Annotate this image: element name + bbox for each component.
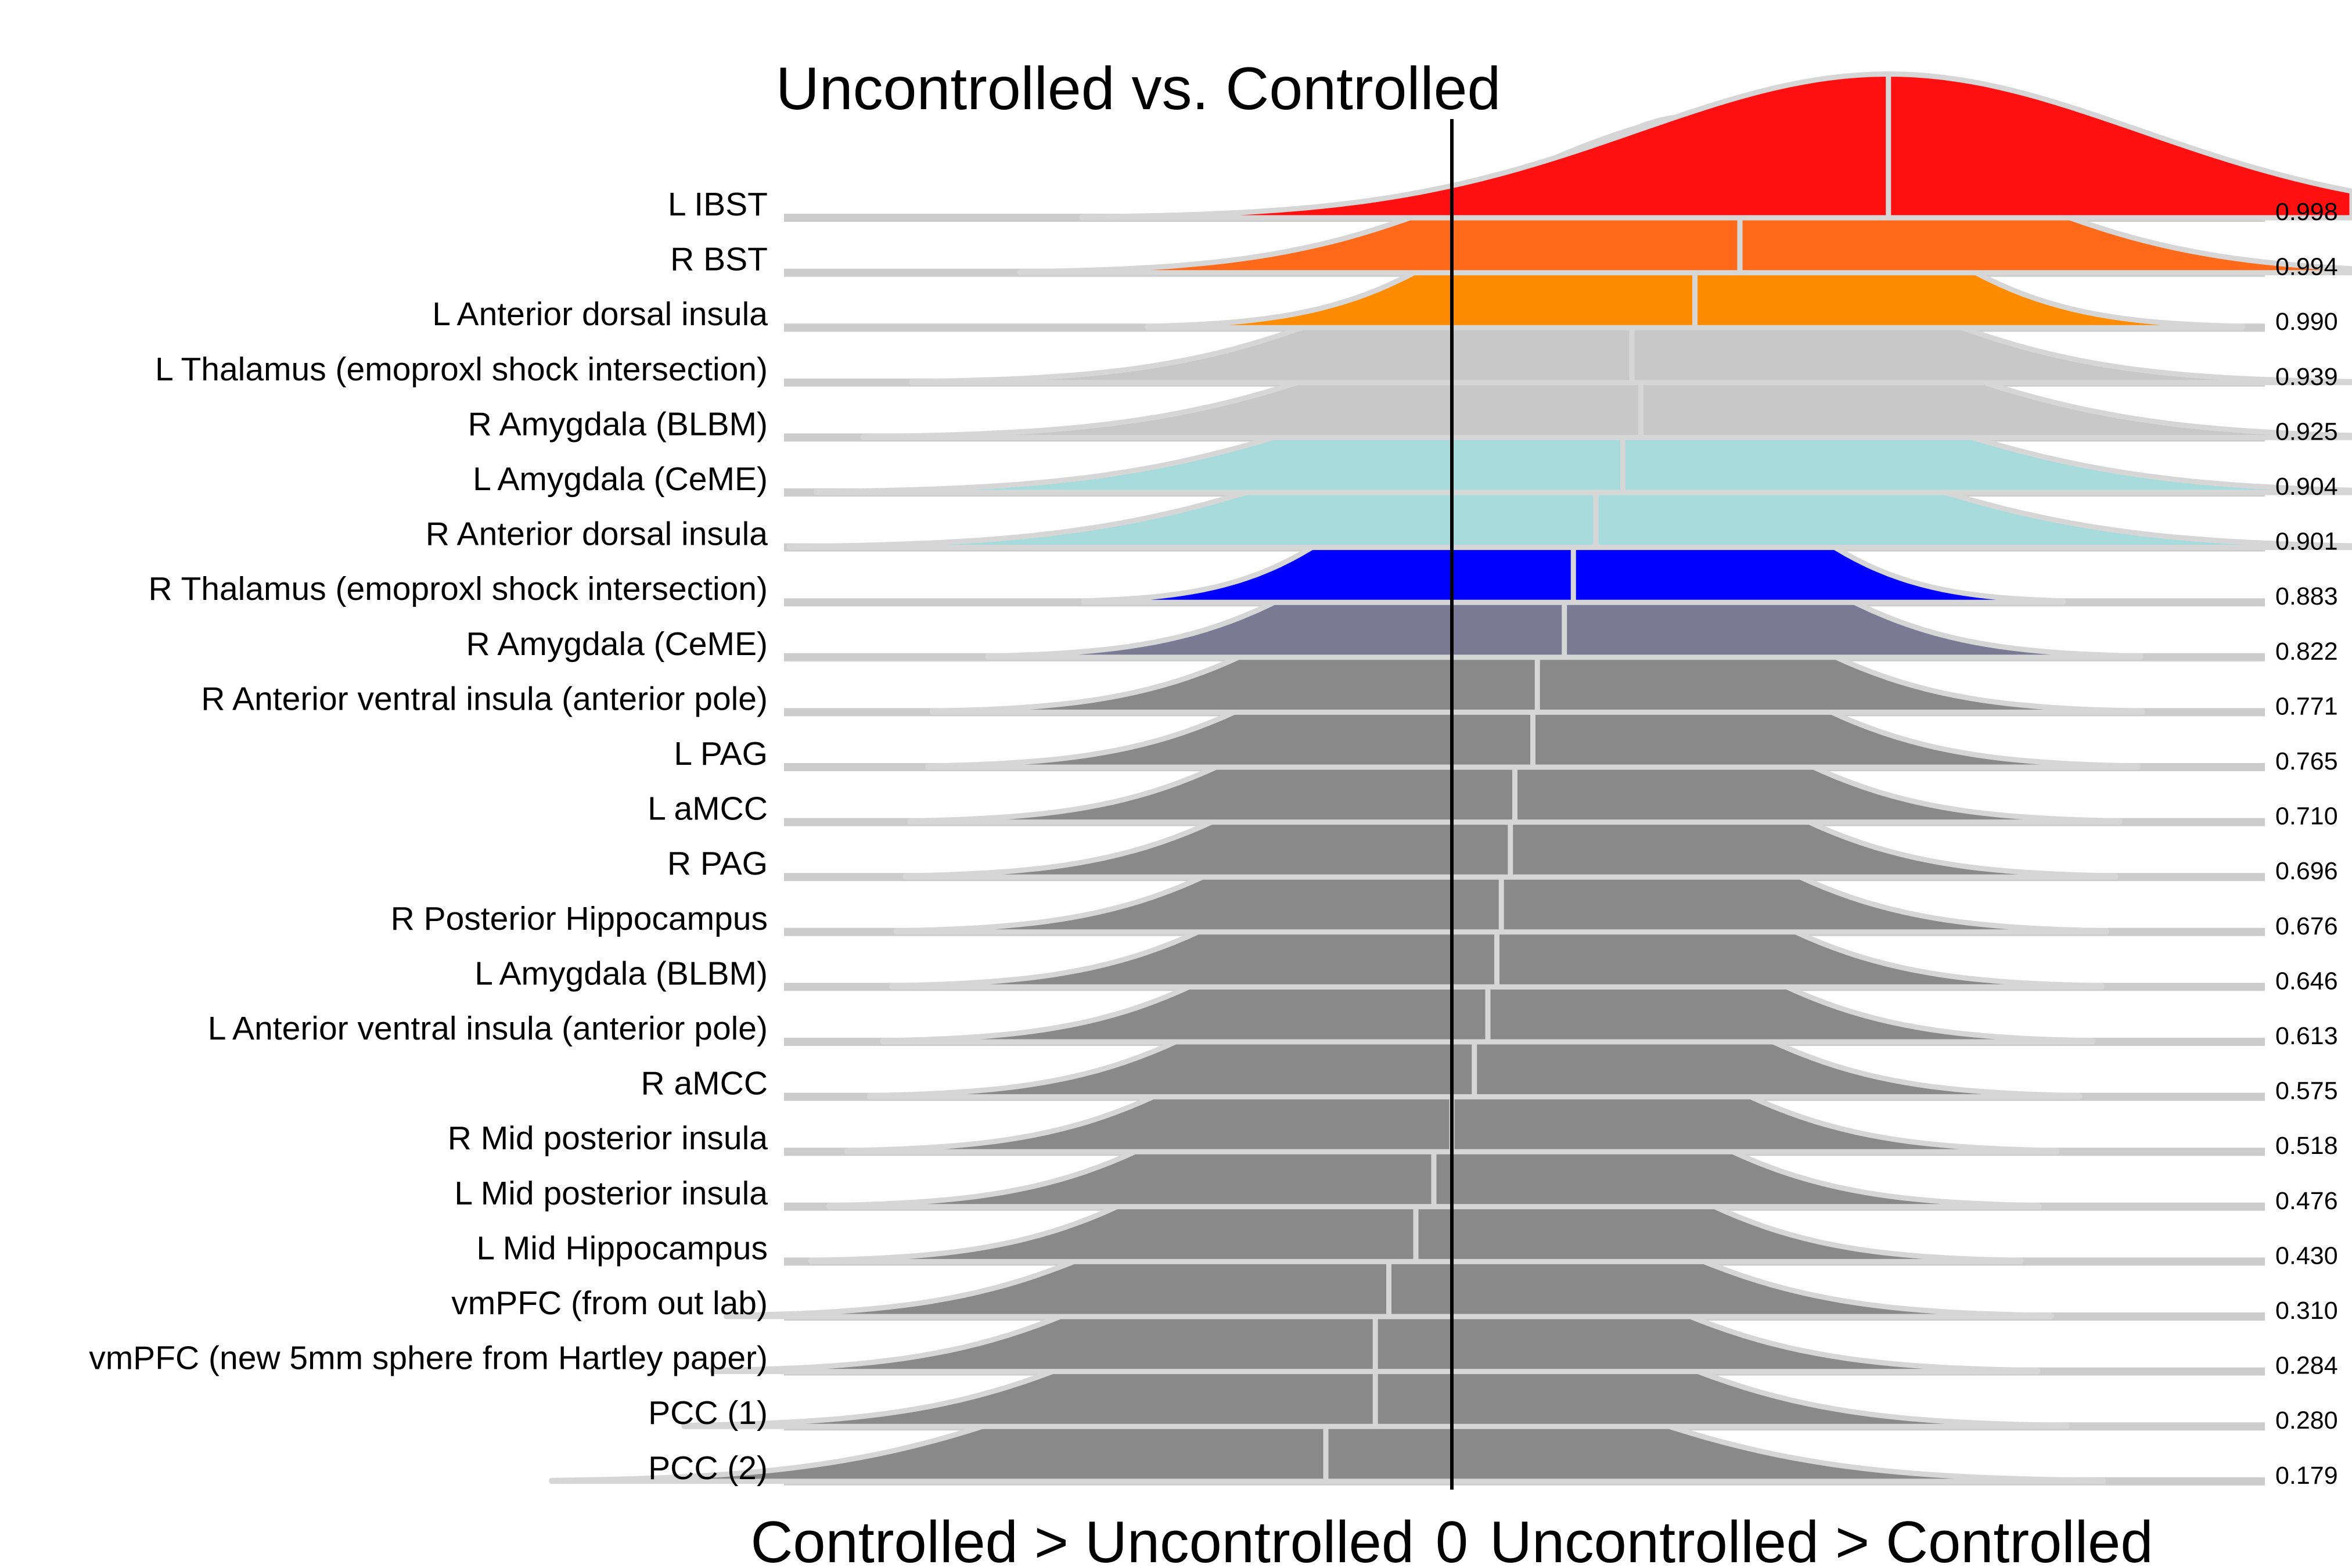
density-area xyxy=(1079,71,2352,221)
probability-label: 0.990 xyxy=(2275,308,2338,336)
probability-label: 0.710 xyxy=(2275,803,2338,830)
probability-label: 0.676 xyxy=(2275,912,2338,940)
probability-label: 0.430 xyxy=(2275,1242,2338,1269)
region-label: L Thalamus (emoproxl shock intersection) xyxy=(155,351,768,388)
probability-label: 0.771 xyxy=(2275,692,2338,720)
ridges xyxy=(549,71,2352,1484)
region-label: vmPFC (new 5mm sphere from Hartley paper… xyxy=(89,1340,768,1377)
probability-label: 0.765 xyxy=(2275,747,2338,775)
probability-label: 0.310 xyxy=(2275,1297,2338,1325)
region-label: R PAG xyxy=(667,845,768,882)
probability-label: 0.646 xyxy=(2275,967,2338,995)
region-label: L Amygdala (BLBM) xyxy=(474,955,768,992)
probability-label: 0.883 xyxy=(2275,582,2338,610)
region-label: R Amygdala (CeME) xyxy=(466,625,768,663)
probability-label: 0.939 xyxy=(2275,363,2338,391)
probability-labels: 0.998 0.994 0.990 0.939 0.925 0.904 0.901 0.883… xyxy=(2275,198,2338,1490)
probability-label: 0.613 xyxy=(2275,1022,2338,1050)
probability-label: 0.575 xyxy=(2275,1077,2338,1105)
region-label: R Posterior Hippocampus xyxy=(391,900,768,937)
region-label: L aMCC xyxy=(648,790,768,828)
probability-label: 0.901 xyxy=(2275,528,2338,556)
region-label: L IBST xyxy=(668,186,768,223)
region-label: L Mid Hippocampus xyxy=(476,1229,768,1267)
region-label: PCC (2) xyxy=(648,1450,768,1487)
region-label: PCC (1) xyxy=(648,1394,768,1432)
region-label: R Anterior dorsal insula xyxy=(426,516,768,553)
region-label: R BST xyxy=(670,241,768,278)
probability-label: 0.518 xyxy=(2275,1132,2338,1160)
region-label: L Anterior ventral insula (anterior pole… xyxy=(208,1010,768,1047)
probability-label: 0.994 xyxy=(2275,253,2338,281)
region-label: R Anterior ventral insula (anterior pole… xyxy=(201,680,768,717)
region-label: L Anterior dorsal insula xyxy=(432,296,768,333)
probability-label: 0.284 xyxy=(2275,1352,2338,1380)
region-label: R Mid posterior insula xyxy=(448,1120,768,1157)
region-label: vmPFC (from out lab) xyxy=(451,1285,768,1322)
probability-label: 0.822 xyxy=(2275,638,2338,666)
row-labels: L IBST R BST L Anterior dorsal insula L Tha… xyxy=(89,186,768,1487)
probability-label: 0.998 xyxy=(2275,198,2338,226)
probability-label: 0.476 xyxy=(2275,1187,2338,1215)
x-axis-right-label: Uncontrolled > Controlled xyxy=(1490,1510,2153,1568)
chart-title: Uncontrolled vs. Controlled xyxy=(776,55,1501,123)
probability-label: 0.280 xyxy=(2275,1407,2338,1434)
probability-label: 0.179 xyxy=(2275,1462,2338,1490)
probability-label: 0.696 xyxy=(2275,857,2338,885)
region-label: R aMCC xyxy=(641,1065,768,1102)
probability-label: 0.925 xyxy=(2275,418,2338,445)
region-label: R Thalamus (emoproxl shock intersection) xyxy=(148,570,768,607)
region-label: L Mid posterior insula xyxy=(454,1175,768,1212)
region-label: L Amygdala (CeME) xyxy=(473,461,768,498)
probability-label: 0.904 xyxy=(2275,473,2338,501)
x-axis-left-label: Controlled > Uncontrolled xyxy=(750,1510,1414,1568)
region-label: R Amygdala (BLBM) xyxy=(468,405,768,443)
region-label: L PAG xyxy=(674,735,768,772)
ridge-1 xyxy=(1079,71,2352,221)
x-axis-zero-label: 0 xyxy=(1436,1510,1468,1568)
